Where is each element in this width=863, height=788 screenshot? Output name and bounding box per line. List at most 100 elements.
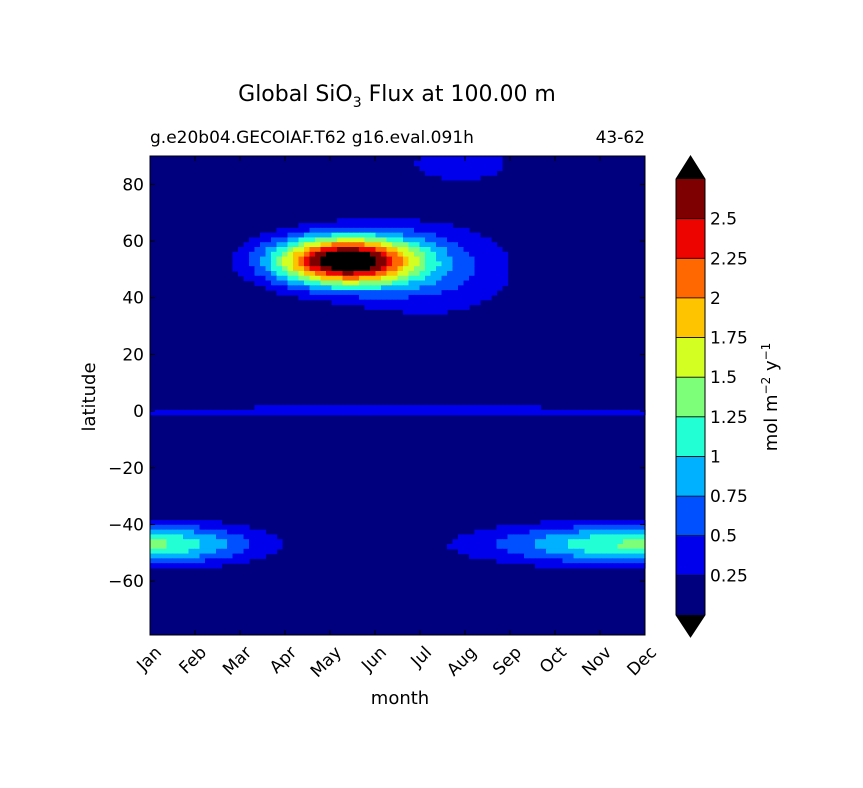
heatmap-cell: [447, 304, 454, 310]
heatmap-cell: [271, 539, 278, 545]
heatmap-cell: [436, 256, 443, 262]
y-axis-label: latitude: [79, 362, 100, 431]
heatmap-cell: [584, 553, 591, 559]
heatmap-cell: [243, 266, 250, 272]
heatmap-cell: [287, 261, 294, 267]
heatmap-cell: [397, 290, 404, 296]
heatmap-cell: [337, 290, 344, 296]
heatmap-cell: [606, 409, 613, 416]
heatmap-cell: [359, 294, 366, 301]
heatmap-cell: [469, 237, 476, 243]
heatmap-cell: [474, 553, 481, 559]
heatmap-cell: [304, 247, 311, 253]
heatmap-cell: [348, 218, 355, 224]
heatmap-cell: [441, 156, 448, 162]
heatmap-cell: [210, 563, 217, 569]
heatmap-cell: [557, 524, 564, 531]
heatmap-cell: [320, 280, 327, 286]
heatmap-cell: [447, 223, 454, 229]
heatmap-cell: [601, 558, 608, 564]
heatmap-cell: [315, 232, 322, 239]
heatmap-cell: [447, 247, 454, 253]
heatmap-cell: [584, 558, 591, 564]
heatmap-cell: [568, 534, 575, 540]
heatmap-cell: [568, 543, 575, 550]
heatmap-cell: [364, 275, 371, 282]
heatmap-cell: [260, 275, 267, 282]
heatmap-cell: [408, 223, 415, 229]
heatmap-cell: [183, 553, 190, 559]
heatmap-cell: [348, 294, 355, 301]
heatmap-cell: [623, 520, 630, 526]
heatmap-cell: [265, 237, 272, 243]
heatmap-cell: [304, 227, 311, 234]
heatmap-cell: [183, 520, 190, 526]
heatmap-cell: [194, 543, 201, 550]
heatmap-cell: [469, 247, 476, 253]
heatmap-cell: [595, 543, 602, 550]
heatmap-cell: [568, 548, 575, 555]
heatmap-cell: [540, 553, 547, 559]
heatmap-cell: [634, 539, 641, 545]
x-tick-label: Oct: [536, 643, 571, 678]
heatmap-cell: [150, 409, 157, 416]
heatmap-cell: [364, 280, 371, 286]
heatmap-cell: [474, 548, 481, 555]
x-tick-label: Mar: [219, 643, 256, 680]
heatmap-cell: [370, 256, 377, 262]
heatmap-cell: [320, 275, 327, 282]
heatmap-cell: [458, 290, 465, 296]
heatmap-cell: [430, 165, 437, 171]
heatmap-cell: [172, 534, 179, 540]
heatmap-cell: [485, 405, 492, 411]
heatmap-cell: [408, 275, 415, 282]
heatmap-cell: [260, 256, 267, 262]
heatmap-cell: [254, 237, 261, 243]
heatmap-cell: [161, 529, 168, 536]
heatmap-cell: [463, 237, 470, 243]
heatmap-cell: [430, 309, 437, 315]
heatmap-cell: [353, 280, 360, 286]
heatmap-cell: [485, 270, 492, 277]
heatmap-cell: [408, 218, 415, 224]
heatmap-cell: [293, 280, 300, 286]
heatmap-cell: [496, 405, 503, 411]
heatmap-cell: [623, 548, 630, 555]
heatmap-cell: [419, 405, 426, 411]
heatmap-cell: [557, 553, 564, 559]
heatmap-cell: [436, 156, 443, 162]
heatmap-cell: [458, 156, 465, 162]
heatmap-cell: [403, 309, 410, 315]
subtitle-left: g.e20b04.GECOIAF.T62 g16.eval.091h: [150, 128, 474, 148]
heatmap-cell: [364, 409, 371, 416]
heatmap-cell: [315, 251, 322, 258]
heatmap-cell: [458, 270, 465, 277]
heatmap-cell: [502, 543, 509, 550]
heatmap-cell: [579, 548, 586, 555]
heatmap-cell: [326, 256, 333, 262]
heatmap-cell: [414, 290, 421, 296]
heatmap-cell: [161, 520, 168, 526]
heatmap-cell: [403, 247, 410, 253]
heatmap-cell: [386, 280, 393, 286]
heatmap-cell: [216, 553, 223, 559]
colorbar-tick-label: 1.75: [710, 329, 748, 349]
heatmap-cell: [634, 543, 641, 550]
heatmap-cell: [469, 548, 476, 555]
heatmap-cell: [414, 309, 421, 315]
heatmap-cell: [612, 563, 619, 569]
heatmap-cell: [210, 539, 217, 545]
heatmap-cell: [463, 165, 470, 171]
heatmap-cell: [480, 242, 487, 248]
heatmap-cell: [166, 524, 173, 531]
heatmap-cell: [375, 232, 382, 239]
heatmap-cell: [469, 553, 476, 559]
heatmap-cell: [381, 242, 388, 248]
heatmap-cell: [386, 242, 393, 248]
heatmap-cell: [375, 270, 382, 277]
heatmap-cell: [381, 290, 388, 296]
heatmap-cell: [628, 553, 635, 559]
heatmap-cell: [469, 294, 476, 301]
heatmap-cell: [287, 290, 294, 296]
heatmap-cell: [414, 294, 421, 301]
